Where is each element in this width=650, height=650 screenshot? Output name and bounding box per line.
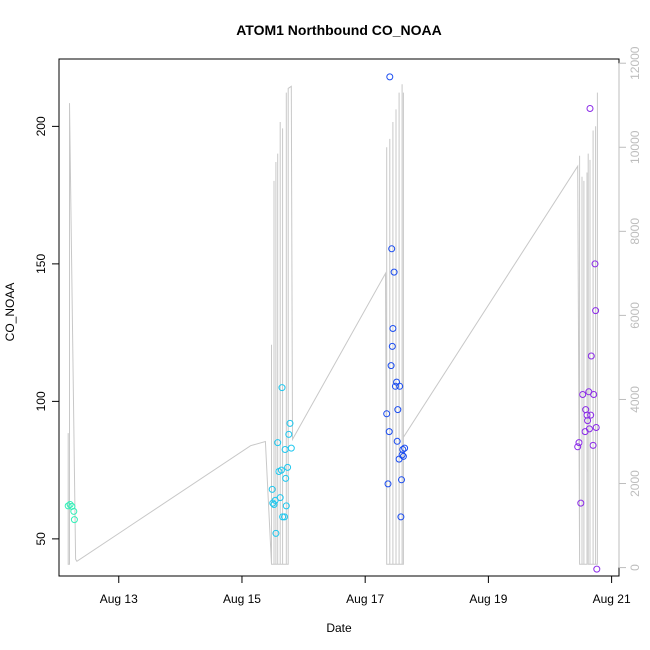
y-tick-label-150: 150 — [34, 254, 48, 274]
data-point-35 — [393, 437, 401, 445]
data-point-38 — [396, 382, 404, 390]
x-tick-label-21: Aug 21 — [593, 592, 631, 606]
data-point-13 — [277, 466, 285, 474]
data-point-40 — [398, 476, 405, 484]
right-y-tick-label-12000: 12000 — [628, 46, 642, 80]
data-points-layer — [64, 73, 601, 573]
data-point-43 — [399, 452, 407, 460]
data-point-45 — [574, 443, 582, 451]
data-point-60 — [591, 260, 599, 268]
x-tick-label-15: Aug 15 — [223, 592, 261, 606]
x-tick-label-13: Aug 13 — [100, 592, 138, 606]
data-point-59 — [590, 391, 598, 398]
data-point-54 — [585, 425, 593, 433]
data-point-0 — [64, 502, 72, 510]
data-point-39 — [397, 513, 405, 521]
data-point-4 — [70, 516, 78, 524]
y-axis: 50 100 150 200 — [34, 116, 60, 546]
data-point-62 — [592, 424, 600, 431]
data-point-48 — [579, 391, 587, 398]
data-point-32 — [390, 268, 398, 276]
data-point-56 — [587, 411, 595, 419]
data-point-47 — [577, 499, 585, 507]
data-point-26 — [385, 428, 393, 436]
x-tick-label-17: Aug 17 — [346, 592, 384, 606]
right-y-tick-label-4000: 4000 — [628, 386, 642, 413]
data-point-10 — [274, 439, 282, 447]
data-point-28 — [387, 362, 395, 370]
right-y-tick-label-2000: 2000 — [628, 470, 642, 497]
data-point-22 — [286, 419, 294, 427]
data-point-7 — [270, 501, 278, 508]
data-point-12 — [276, 494, 284, 502]
data-point-18 — [282, 474, 290, 482]
data-point-16 — [281, 513, 288, 521]
x-axis-label: Date — [326, 621, 352, 635]
data-point-9 — [272, 529, 280, 537]
y-tick-label-50: 50 — [34, 532, 48, 546]
data-point-31 — [389, 325, 397, 332]
data-point-24 — [383, 410, 391, 418]
data-point-46 — [575, 439, 583, 447]
data-point-33 — [391, 382, 399, 390]
data-point-57 — [587, 352, 595, 360]
data-point-5 — [268, 485, 276, 493]
data-point-14 — [278, 384, 286, 392]
data-point-25 — [384, 480, 392, 488]
data-point-30 — [388, 342, 396, 350]
chart-title: ATOM1 Northbound CO_NOAA — [236, 22, 442, 38]
x-axis: Aug 13 Aug 15 Aug 17 Aug 19 Aug 21 — [100, 575, 631, 606]
data-point-63 — [593, 565, 601, 573]
data-point-27 — [386, 73, 394, 81]
y-axis-label: CO_NOAA — [3, 283, 17, 342]
data-point-20 — [284, 463, 292, 471]
data-point-58 — [589, 441, 597, 449]
data-point-1 — [66, 501, 74, 508]
x-tick-label-19: Aug 19 — [469, 592, 507, 606]
data-point-42 — [399, 446, 407, 453]
data-point-44 — [401, 444, 409, 452]
data-point-19 — [282, 502, 290, 510]
right-y-axis: 0 2000 4000 6000 8000 10000 12000 — [618, 46, 642, 571]
secondary-trace-layer — [67, 84, 598, 565]
secondary-trace-line — [67, 84, 598, 565]
data-point-15 — [279, 513, 287, 521]
data-point-21 — [285, 430, 293, 438]
right-y-tick-label-6000: 6000 — [628, 302, 642, 329]
right-y-tick-label-0: 0 — [628, 564, 642, 571]
data-point-52 — [584, 417, 592, 425]
data-point-36 — [394, 406, 402, 414]
data-point-23 — [287, 444, 295, 452]
data-point-61 — [592, 307, 600, 315]
right-y-tick-label-8000: 8000 — [628, 218, 642, 245]
y-tick-label-200: 200 — [34, 116, 48, 136]
data-point-3 — [70, 507, 78, 515]
right-y-tick-label-10000: 10000 — [628, 130, 642, 164]
y-tick-label-100: 100 — [34, 391, 48, 411]
data-point-29 — [388, 245, 396, 253]
data-point-55 — [586, 105, 594, 112]
